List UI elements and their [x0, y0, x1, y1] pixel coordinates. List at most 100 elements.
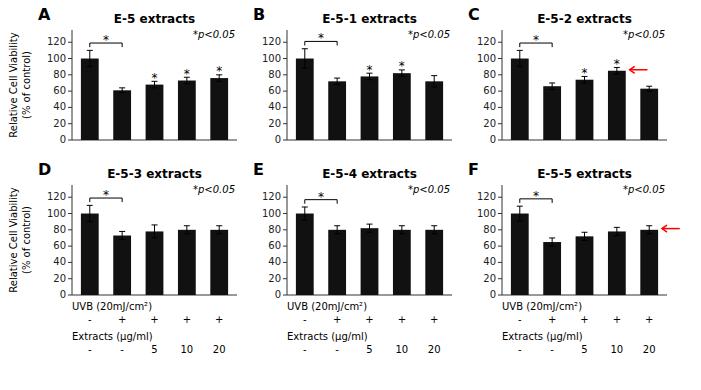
- y-label: Relative Cell Viability: [8, 32, 19, 138]
- x-row-value: +: [613, 314, 621, 325]
- error-bar: [431, 76, 437, 87]
- error-bar-cap: [646, 91, 652, 92]
- error-bar-cap: [184, 233, 190, 234]
- error-bar-cap: [367, 79, 373, 80]
- bracket-star: *: [318, 31, 324, 45]
- error-bar-cap: [517, 66, 523, 67]
- y-tick: [68, 213, 72, 214]
- x-row-value: 20: [643, 344, 656, 355]
- p-value-text: *p<0.05: [193, 184, 235, 195]
- y-tick-label: 120: [47, 191, 66, 202]
- error-bar-cap: [646, 86, 652, 87]
- y-tick: [498, 197, 502, 198]
- y-tick-label: 60: [53, 240, 66, 251]
- y-tick-label: 100: [477, 208, 496, 219]
- y-tick-label: 20: [268, 118, 281, 129]
- bar: [178, 230, 196, 295]
- x-row-value: -: [550, 344, 554, 355]
- bar: [146, 231, 164, 295]
- p-value-text: *p<0.05: [623, 184, 665, 195]
- bar: [328, 81, 346, 140]
- error-bar-cap: [302, 207, 308, 208]
- error-bar-cap: [302, 220, 308, 221]
- error-bar-cap: [614, 74, 620, 75]
- error-bar-cap: [216, 225, 222, 226]
- y-tick-label: 120: [477, 36, 496, 47]
- bars: [296, 49, 443, 140]
- y-tick-label: 0: [275, 289, 281, 300]
- y-tick-label: 0: [490, 134, 496, 145]
- y-tick: [498, 58, 502, 59]
- y-tick: [283, 58, 287, 59]
- y-axis: [287, 185, 288, 295]
- p-value-text: *p<0.05: [623, 29, 665, 40]
- y-tick: [283, 229, 287, 230]
- y-tick: [498, 123, 502, 124]
- error-bar-stem: [89, 205, 90, 221]
- error-bar-stem: [552, 83, 553, 90]
- y-tick: [498, 91, 502, 92]
- y-tick-label: 120: [262, 191, 281, 202]
- y-axis: [72, 30, 73, 140]
- title: E-5-2 extracts: [537, 12, 632, 26]
- x-row-value: 5: [581, 344, 587, 355]
- error-bar-stem: [649, 226, 650, 234]
- title: E-5-4 extracts: [322, 167, 417, 181]
- error-bar: [582, 232, 588, 240]
- bar: [113, 90, 131, 140]
- y-axis: [287, 30, 288, 140]
- error-bar-stem: [616, 227, 617, 235]
- error-bar-stem: [649, 86, 650, 91]
- arrow-shaft: [662, 228, 680, 230]
- y-tick: [283, 213, 287, 214]
- y-label: (% of control): [21, 206, 32, 274]
- bracket-star: *: [533, 189, 539, 203]
- y-tick: [283, 42, 287, 43]
- y-tick: [68, 262, 72, 263]
- bar: [296, 214, 314, 295]
- error-bar-cap: [216, 81, 222, 82]
- y-tick-label: 100: [47, 208, 66, 219]
- bar: [178, 81, 196, 140]
- y-tick: [68, 123, 72, 124]
- y-tick-label: 60: [483, 240, 496, 251]
- error-bar-cap: [334, 84, 340, 85]
- panel-label: A: [38, 5, 51, 24]
- error-bar-stem: [122, 231, 123, 239]
- panel-label: D: [38, 160, 51, 179]
- error-bar: [549, 238, 555, 246]
- bar: [81, 59, 99, 140]
- bars: [296, 207, 443, 295]
- error-bar-stem: [401, 226, 402, 234]
- error-bar: [302, 207, 308, 220]
- error-bar-cap: [549, 237, 555, 238]
- error-bar-stem: [186, 226, 187, 234]
- error-bar-stem: [337, 78, 338, 85]
- title: E-5-5 extracts: [537, 167, 632, 181]
- bar: [210, 78, 228, 140]
- error-bar: [184, 226, 190, 234]
- title: E-5-1 extracts: [322, 12, 417, 26]
- error-bar-cap: [582, 82, 588, 83]
- y-tick: [498, 74, 502, 75]
- y-tick-label: 80: [483, 69, 496, 80]
- error-bar-cap: [431, 233, 437, 234]
- error-bar-stem: [434, 76, 435, 87]
- error-bar-cap: [431, 225, 437, 226]
- y-tick: [68, 246, 72, 247]
- error-bar-cap: [399, 233, 405, 234]
- y-tick: [68, 295, 72, 296]
- y-tick-label: 20: [483, 273, 496, 284]
- x-row-value: 5: [366, 344, 372, 355]
- error-bar-cap: [549, 246, 555, 247]
- error-bar-cap: [367, 224, 373, 225]
- y-tick-label: 40: [483, 101, 496, 112]
- y-tick: [498, 262, 502, 263]
- y-tick: [498, 213, 502, 214]
- x-row-value: -: [335, 344, 339, 355]
- y-label: (% of control): [21, 51, 32, 119]
- error-bar-stem: [304, 207, 305, 220]
- x-row-label: UVB (20mJ/cm²): [72, 301, 152, 312]
- error-bar-stem: [519, 50, 520, 66]
- figure: 020406080100120*****p<0.05E-5 extractsAR…: [0, 0, 701, 390]
